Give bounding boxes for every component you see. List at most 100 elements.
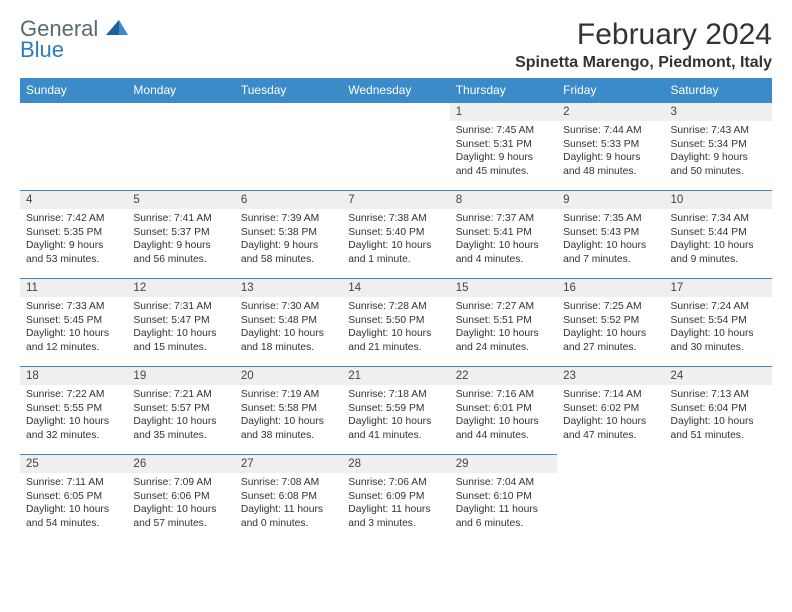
calendar-day-cell: 16Sunrise: 7:25 AMSunset: 5:52 PMDayligh… bbox=[557, 279, 664, 367]
calendar-day-cell bbox=[20, 103, 127, 191]
day-info: Sunrise: 7:30 AMSunset: 5:48 PMDaylight:… bbox=[235, 297, 342, 358]
calendar-table: Sunday Monday Tuesday Wednesday Thursday… bbox=[20, 78, 772, 543]
col-friday: Friday bbox=[557, 78, 664, 103]
logo-icon bbox=[106, 18, 130, 41]
day-info: Sunrise: 7:24 AMSunset: 5:54 PMDaylight:… bbox=[665, 297, 772, 358]
calendar-week-row: 11Sunrise: 7:33 AMSunset: 5:45 PMDayligh… bbox=[20, 279, 772, 367]
day-number: 28 bbox=[342, 455, 449, 473]
header: General Blue February 2024 Spinetta Mare… bbox=[20, 18, 772, 72]
calendar-week-row: 25Sunrise: 7:11 AMSunset: 6:05 PMDayligh… bbox=[20, 455, 772, 543]
calendar-day-cell: 23Sunrise: 7:14 AMSunset: 6:02 PMDayligh… bbox=[557, 367, 664, 455]
calendar-week-row: 1Sunrise: 7:45 AMSunset: 5:31 PMDaylight… bbox=[20, 103, 772, 191]
day-info: Sunrise: 7:33 AMSunset: 5:45 PMDaylight:… bbox=[20, 297, 127, 358]
day-number: 15 bbox=[450, 279, 557, 297]
calendar-day-cell: 14Sunrise: 7:28 AMSunset: 5:50 PMDayligh… bbox=[342, 279, 449, 367]
day-info: Sunrise: 7:08 AMSunset: 6:08 PMDaylight:… bbox=[235, 473, 342, 534]
day-number: 2 bbox=[557, 103, 664, 121]
day-number: 8 bbox=[450, 191, 557, 209]
day-number: 21 bbox=[342, 367, 449, 385]
day-info: Sunrise: 7:44 AMSunset: 5:33 PMDaylight:… bbox=[557, 121, 664, 182]
calendar-day-cell: 28Sunrise: 7:06 AMSunset: 6:09 PMDayligh… bbox=[342, 455, 449, 543]
day-info: Sunrise: 7:28 AMSunset: 5:50 PMDaylight:… bbox=[342, 297, 449, 358]
calendar-day-cell: 20Sunrise: 7:19 AMSunset: 5:58 PMDayligh… bbox=[235, 367, 342, 455]
day-number: 12 bbox=[127, 279, 234, 297]
day-number: 27 bbox=[235, 455, 342, 473]
calendar-day-cell: 29Sunrise: 7:04 AMSunset: 6:10 PMDayligh… bbox=[450, 455, 557, 543]
day-number: 14 bbox=[342, 279, 449, 297]
day-info: Sunrise: 7:06 AMSunset: 6:09 PMDaylight:… bbox=[342, 473, 449, 534]
day-info: Sunrise: 7:43 AMSunset: 5:34 PMDaylight:… bbox=[665, 121, 772, 182]
title-block: February 2024 Spinetta Marengo, Piedmont… bbox=[515, 18, 772, 72]
logo: General Blue bbox=[20, 18, 130, 61]
weekday-header-row: Sunday Monday Tuesday Wednesday Thursday… bbox=[20, 78, 772, 103]
calendar-day-cell: 27Sunrise: 7:08 AMSunset: 6:08 PMDayligh… bbox=[235, 455, 342, 543]
location: Spinetta Marengo, Piedmont, Italy bbox=[515, 54, 772, 72]
day-number: 9 bbox=[557, 191, 664, 209]
calendar-day-cell: 6Sunrise: 7:39 AMSunset: 5:38 PMDaylight… bbox=[235, 191, 342, 279]
day-number: 11 bbox=[20, 279, 127, 297]
day-info: Sunrise: 7:13 AMSunset: 6:04 PMDaylight:… bbox=[665, 385, 772, 446]
day-number: 22 bbox=[450, 367, 557, 385]
col-monday: Monday bbox=[127, 78, 234, 103]
day-info: Sunrise: 7:09 AMSunset: 6:06 PMDaylight:… bbox=[127, 473, 234, 534]
calendar-day-cell: 12Sunrise: 7:31 AMSunset: 5:47 PMDayligh… bbox=[127, 279, 234, 367]
day-number: 7 bbox=[342, 191, 449, 209]
day-number: 1 bbox=[450, 103, 557, 121]
calendar-day-cell bbox=[235, 103, 342, 191]
col-sunday: Sunday bbox=[20, 78, 127, 103]
calendar-day-cell: 24Sunrise: 7:13 AMSunset: 6:04 PMDayligh… bbox=[665, 367, 772, 455]
day-info: Sunrise: 7:14 AMSunset: 6:02 PMDaylight:… bbox=[557, 385, 664, 446]
calendar-day-cell bbox=[342, 103, 449, 191]
day-number: 4 bbox=[20, 191, 127, 209]
day-number: 23 bbox=[557, 367, 664, 385]
day-info: Sunrise: 7:22 AMSunset: 5:55 PMDaylight:… bbox=[20, 385, 127, 446]
day-info: Sunrise: 7:04 AMSunset: 6:10 PMDaylight:… bbox=[450, 473, 557, 534]
day-info: Sunrise: 7:21 AMSunset: 5:57 PMDaylight:… bbox=[127, 385, 234, 446]
day-info: Sunrise: 7:39 AMSunset: 5:38 PMDaylight:… bbox=[235, 209, 342, 270]
day-info: Sunrise: 7:38 AMSunset: 5:40 PMDaylight:… bbox=[342, 209, 449, 270]
calendar-day-cell: 13Sunrise: 7:30 AMSunset: 5:48 PMDayligh… bbox=[235, 279, 342, 367]
calendar-day-cell: 25Sunrise: 7:11 AMSunset: 6:05 PMDayligh… bbox=[20, 455, 127, 543]
calendar-day-cell: 1Sunrise: 7:45 AMSunset: 5:31 PMDaylight… bbox=[450, 103, 557, 191]
month-title: February 2024 bbox=[515, 18, 772, 52]
day-number: 5 bbox=[127, 191, 234, 209]
day-number: 6 bbox=[235, 191, 342, 209]
calendar-day-cell: 26Sunrise: 7:09 AMSunset: 6:06 PMDayligh… bbox=[127, 455, 234, 543]
calendar-week-row: 18Sunrise: 7:22 AMSunset: 5:55 PMDayligh… bbox=[20, 367, 772, 455]
calendar-day-cell: 10Sunrise: 7:34 AMSunset: 5:44 PMDayligh… bbox=[665, 191, 772, 279]
logo-text-blue: Blue bbox=[20, 39, 130, 61]
day-info: Sunrise: 7:34 AMSunset: 5:44 PMDaylight:… bbox=[665, 209, 772, 270]
col-wednesday: Wednesday bbox=[342, 78, 449, 103]
day-info: Sunrise: 7:45 AMSunset: 5:31 PMDaylight:… bbox=[450, 121, 557, 182]
day-info: Sunrise: 7:11 AMSunset: 6:05 PMDaylight:… bbox=[20, 473, 127, 534]
day-info: Sunrise: 7:37 AMSunset: 5:41 PMDaylight:… bbox=[450, 209, 557, 270]
day-number: 13 bbox=[235, 279, 342, 297]
calendar-day-cell: 18Sunrise: 7:22 AMSunset: 5:55 PMDayligh… bbox=[20, 367, 127, 455]
day-number: 24 bbox=[665, 367, 772, 385]
day-number: 26 bbox=[127, 455, 234, 473]
calendar-day-cell bbox=[557, 455, 664, 543]
day-info: Sunrise: 7:35 AMSunset: 5:43 PMDaylight:… bbox=[557, 209, 664, 270]
calendar-day-cell: 5Sunrise: 7:41 AMSunset: 5:37 PMDaylight… bbox=[127, 191, 234, 279]
day-number: 16 bbox=[557, 279, 664, 297]
calendar-day-cell: 2Sunrise: 7:44 AMSunset: 5:33 PMDaylight… bbox=[557, 103, 664, 191]
calendar-day-cell: 15Sunrise: 7:27 AMSunset: 5:51 PMDayligh… bbox=[450, 279, 557, 367]
day-info: Sunrise: 7:41 AMSunset: 5:37 PMDaylight:… bbox=[127, 209, 234, 270]
calendar-day-cell bbox=[665, 455, 772, 543]
col-tuesday: Tuesday bbox=[235, 78, 342, 103]
calendar-day-cell: 22Sunrise: 7:16 AMSunset: 6:01 PMDayligh… bbox=[450, 367, 557, 455]
day-number: 29 bbox=[450, 455, 557, 473]
calendar-day-cell: 9Sunrise: 7:35 AMSunset: 5:43 PMDaylight… bbox=[557, 191, 664, 279]
calendar-day-cell: 21Sunrise: 7:18 AMSunset: 5:59 PMDayligh… bbox=[342, 367, 449, 455]
calendar-day-cell: 19Sunrise: 7:21 AMSunset: 5:57 PMDayligh… bbox=[127, 367, 234, 455]
calendar-day-cell: 7Sunrise: 7:38 AMSunset: 5:40 PMDaylight… bbox=[342, 191, 449, 279]
day-info: Sunrise: 7:16 AMSunset: 6:01 PMDaylight:… bbox=[450, 385, 557, 446]
day-number: 19 bbox=[127, 367, 234, 385]
day-info: Sunrise: 7:27 AMSunset: 5:51 PMDaylight:… bbox=[450, 297, 557, 358]
col-thursday: Thursday bbox=[450, 78, 557, 103]
day-number: 20 bbox=[235, 367, 342, 385]
day-info: Sunrise: 7:42 AMSunset: 5:35 PMDaylight:… bbox=[20, 209, 127, 270]
calendar-day-cell: 17Sunrise: 7:24 AMSunset: 5:54 PMDayligh… bbox=[665, 279, 772, 367]
calendar-day-cell: 8Sunrise: 7:37 AMSunset: 5:41 PMDaylight… bbox=[450, 191, 557, 279]
calendar-day-cell bbox=[127, 103, 234, 191]
